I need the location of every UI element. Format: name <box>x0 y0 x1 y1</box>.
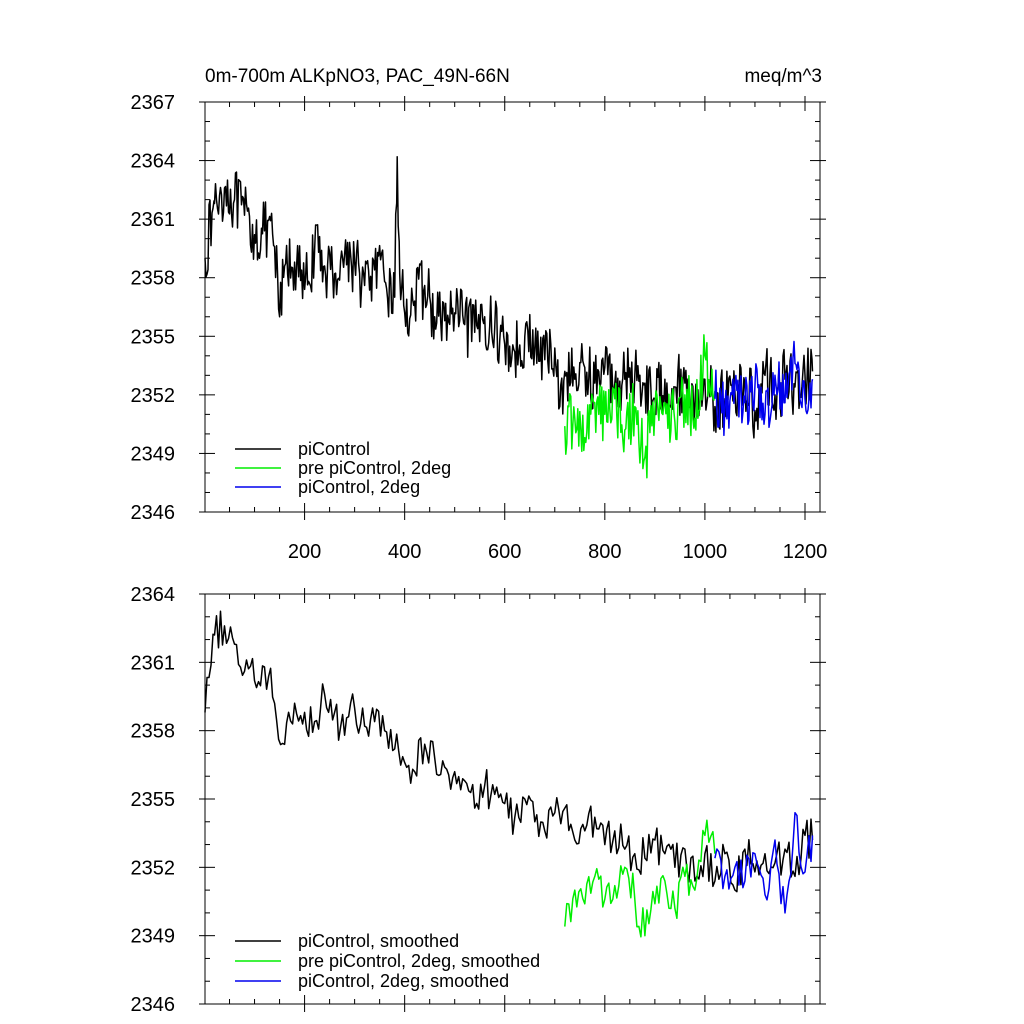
y-tick-label: 2355 <box>131 789 176 811</box>
top-panel-frame <box>204 101 821 513</box>
top-panel-ticks <box>199 96 826 520</box>
legend-label: piControl, 2deg, smoothed <box>298 971 509 991</box>
x-tick-label: 1200 <box>783 541 828 563</box>
bottom-panel-ticks <box>199 588 826 1012</box>
y-tick-label: 2346 <box>131 994 176 1016</box>
series-line-1 <box>564 819 716 938</box>
y-tick-label: 2349 <box>131 926 176 948</box>
bottom-panel: 2346 2349 2352 2355 2358 2361 2364 piControl, … <box>131 584 826 1016</box>
y-tick-label: 2349 <box>131 443 176 465</box>
y-tick-label: 2361 <box>131 652 176 674</box>
legend-label: piControl, smoothed <box>298 931 459 951</box>
y-tick-label: 2358 <box>131 721 176 743</box>
x-tick-label: 400 <box>388 541 421 563</box>
top-panel-title: 0m-700m ALKpNO3, PAC_49N-66N <box>205 66 510 87</box>
x-tick-label: 200 <box>288 541 321 563</box>
x-tick-label: 600 <box>488 541 521 563</box>
y-tick-label: 2355 <box>131 326 176 348</box>
series-line-1 <box>564 334 716 479</box>
legend-label: piControl <box>298 439 370 459</box>
y-tick-label: 2361 <box>131 209 176 231</box>
y-tick-label: 2358 <box>131 268 176 290</box>
legend-label: pre piControl, 2deg, smoothed <box>298 951 540 971</box>
series-line-2 <box>714 340 814 437</box>
y-tick-label: 2352 <box>131 857 176 879</box>
top-panel-y-tick-labels: 2346 2349 2352 2355 2358 2361 2364 2367 <box>131 92 176 524</box>
y-tick-label: 2346 <box>131 502 176 524</box>
top-panel-units: meq/m^3 <box>744 66 822 87</box>
y-tick-label: 2367 <box>131 92 176 114</box>
x-tick-label: 1000 <box>683 541 728 563</box>
y-tick-label: 2352 <box>131 385 176 407</box>
series-line-2 <box>714 811 814 914</box>
x-tick-label: 800 <box>588 541 621 563</box>
y-tick-label: 2364 <box>131 151 176 173</box>
legend-label: pre piControl, 2deg <box>298 458 451 478</box>
top-panel-series <box>204 155 814 479</box>
y-tick-label: 2364 <box>131 584 176 606</box>
bottom-panel-series <box>204 610 814 938</box>
series-line-0 <box>204 610 814 893</box>
bottom-panel-y-tick-labels: 2346 2349 2352 2355 2358 2361 2364 <box>131 584 176 1016</box>
bottom-panel-frame <box>204 593 821 1005</box>
legend-label: piControl, 2deg <box>298 477 420 497</box>
top-panel: 0m-700m ALKpNO3, PAC_49N-66N meq/m^3 234… <box>131 66 828 563</box>
top-panel-x-tick-labels: 200 400 600 800 1000 1200 <box>288 541 827 563</box>
